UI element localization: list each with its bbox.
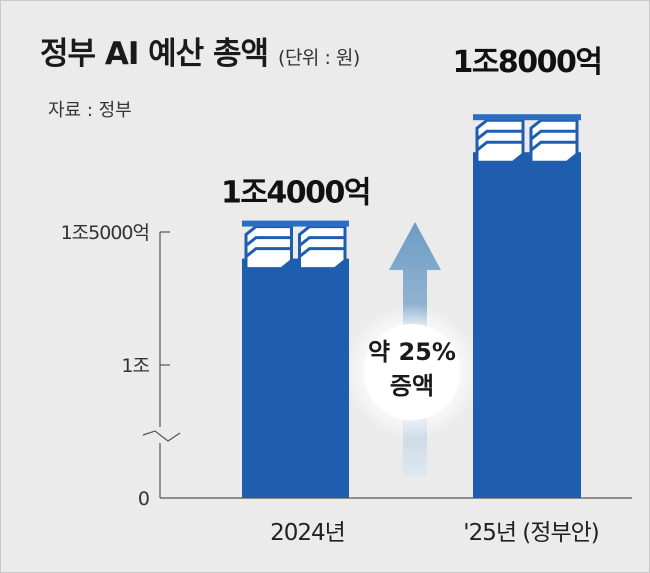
bar-1 — [473, 152, 581, 498]
x-category-label-1: '25년 (정부안) — [463, 520, 599, 546]
x-category-label-0: 2024년 — [270, 520, 345, 546]
y-tick-label-1: 1조 — [121, 355, 149, 377]
y-tick-label-0: 0 — [138, 488, 149, 510]
annotation-line2: 증액 — [390, 372, 434, 400]
y-tick-label-2: 1조5000억 — [61, 222, 149, 244]
annotation-line1: 약 25% — [368, 338, 456, 366]
axis-break-mark — [142, 430, 181, 442]
money-bundle-icon — [242, 220, 349, 271]
chart-title: 정부 AI 예산 총액 — [40, 36, 269, 72]
money-bundle-icon — [473, 114, 581, 164]
bar-0 — [242, 258, 349, 498]
bar-group-0: 1조4000억 2024년 — [221, 176, 372, 546]
source-label: 자료 : 정부 — [48, 100, 132, 121]
increase-arrow-group: 약 25% 증액 — [344, 222, 480, 476]
bar-group-1: 1조8000억 '25년 (정부안) — [452, 45, 603, 546]
unit-label: (단위 : 원) — [278, 47, 360, 69]
title-block: 정부 AI 예산 총액 (단위 : 원) — [40, 28, 360, 73]
data-label-1: 1조8000억 — [452, 45, 601, 80]
annotation-circle — [364, 324, 460, 420]
data-label-0: 1조4000억 — [221, 176, 370, 211]
